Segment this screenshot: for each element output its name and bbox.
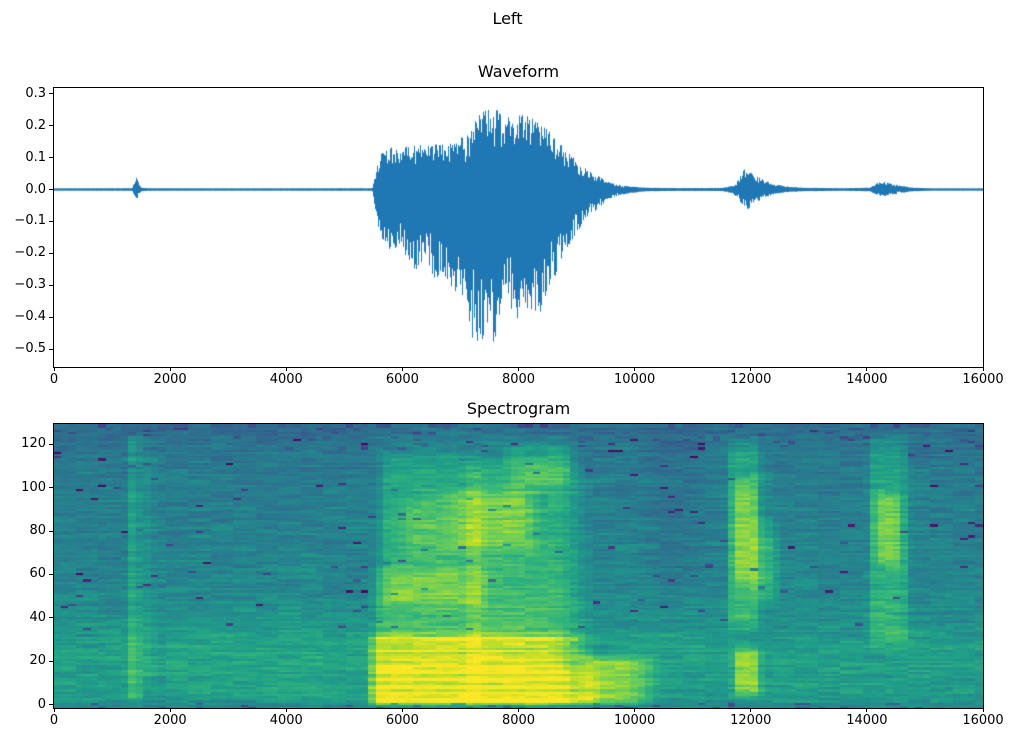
x-tick — [169, 708, 171, 712]
x-tick — [634, 708, 636, 712]
y-tick-label: 0 — [37, 696, 46, 712]
x-tick — [53, 367, 55, 371]
y-tick — [49, 252, 53, 254]
y-tick-label: −0.2 — [14, 245, 46, 261]
x-tick-label: 4000 — [269, 713, 303, 728]
x-tick-label: 14000 — [846, 713, 888, 728]
y-tick-label: −0.4 — [14, 309, 46, 325]
waveform-axes — [53, 87, 984, 368]
spectrogram-canvas — [54, 424, 983, 708]
x-tick-label: 2000 — [153, 713, 187, 728]
x-tick-label: 12000 — [730, 372, 772, 387]
x-tick-label: 2000 — [153, 372, 187, 387]
y-tick — [49, 348, 53, 350]
x-tick-label: 0 — [49, 713, 59, 728]
y-tick-label: −0.5 — [14, 341, 46, 357]
x-tick-label: 4000 — [269, 372, 303, 387]
spectrogram-title: Spectrogram — [466, 399, 571, 418]
y-tick-label: −0.1 — [14, 213, 46, 229]
x-tick — [982, 367, 984, 371]
y-tick — [49, 316, 53, 318]
y-tick — [49, 189, 53, 190]
x-tick-label: 14000 — [846, 372, 888, 387]
y-tick — [49, 443, 53, 445]
y-tick-label: 0.1 — [25, 149, 46, 165]
x-tick — [169, 367, 171, 371]
x-tick — [982, 708, 984, 712]
y-tick-label: −0.3 — [14, 277, 46, 293]
y-tick — [49, 125, 53, 127]
y-tick — [49, 284, 53, 286]
y-tick-label: 100 — [21, 479, 46, 495]
y-tick-label: 80 — [29, 523, 46, 539]
spectrogram-axes — [53, 423, 984, 709]
x-tick — [285, 367, 287, 371]
x-tick — [750, 367, 752, 371]
x-tick-label: 6000 — [385, 372, 419, 387]
waveform-title: Waveform — [477, 62, 560, 81]
x-tick — [750, 708, 752, 712]
x-tick-label: 12000 — [730, 713, 772, 728]
y-tick — [49, 530, 53, 532]
y-tick — [49, 573, 53, 575]
x-tick — [518, 367, 519, 371]
x-tick — [53, 708, 55, 712]
x-tick-label: 16000 — [962, 713, 1004, 728]
x-tick — [285, 708, 287, 712]
x-tick-label: 8000 — [501, 713, 536, 728]
y-tick — [49, 617, 53, 619]
y-tick — [49, 157, 53, 159]
y-tick-label: 0.3 — [25, 85, 46, 101]
x-tick-label: 10000 — [613, 372, 656, 387]
x-tick — [866, 708, 868, 712]
y-tick-label: 20 — [29, 653, 46, 669]
y-tick — [49, 660, 53, 662]
x-tick — [518, 708, 519, 712]
y-tick-label: 40 — [29, 609, 46, 625]
x-tick — [866, 367, 868, 371]
y-tick-label: 60 — [29, 566, 46, 582]
x-tick-label: 10000 — [613, 713, 656, 728]
y-tick — [49, 487, 53, 489]
y-tick — [49, 93, 53, 95]
x-tick-label: 0 — [49, 372, 59, 387]
x-tick — [401, 708, 403, 712]
y-tick-label: 120 — [21, 436, 46, 452]
y-tick-label: 0.2 — [25, 117, 46, 133]
y-tick — [49, 220, 53, 222]
waveform-canvas — [54, 88, 983, 367]
x-tick-label: 8000 — [501, 372, 536, 387]
y-tick — [49, 704, 53, 706]
x-tick — [401, 367, 403, 371]
x-tick-label: 16000 — [962, 372, 1004, 387]
x-tick — [634, 367, 636, 371]
figure-suptitle: Left — [492, 9, 523, 28]
x-tick-label: 6000 — [385, 713, 419, 728]
y-tick-label: 0.0 — [25, 181, 46, 197]
